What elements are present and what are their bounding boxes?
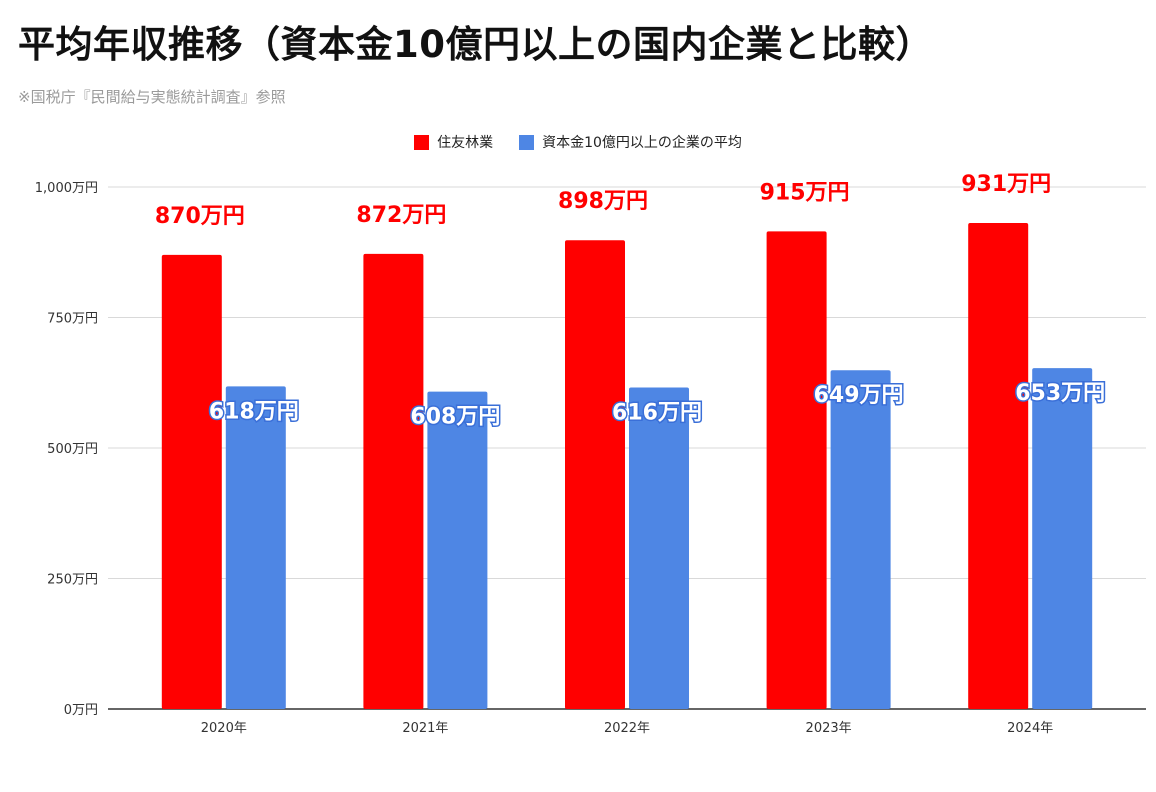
data-label-series1: 931万円 (961, 172, 1051, 197)
chart-title: 平均年収推移（資本金10億円以上の国内企業と比較） (18, 23, 933, 66)
data-label-series1: 898万円 (558, 189, 648, 214)
bar-series2 (225, 386, 286, 709)
chart-source-note: ※国税庁『民間給与実態統計調査』参照 (18, 88, 286, 106)
legend-swatch-series2 (519, 134, 535, 150)
y-tick-label: 750万円 (47, 312, 98, 327)
data-label-series2: 618万円 (209, 399, 299, 424)
data-label-series1: 872万円 (356, 203, 446, 228)
bar-series2 (629, 387, 689, 709)
data-label-series2: 616万円 (612, 400, 702, 425)
bar-series1 (766, 231, 827, 709)
bar-series2 (427, 391, 488, 709)
y-tick-label: 1,000万円 (35, 181, 98, 196)
data-label-series1: 915万円 (760, 180, 850, 205)
legend-item-series2: 資本金10億円以上の企業の平均 (519, 132, 742, 152)
bar-series1 (565, 240, 625, 709)
chart-legend: 住友林業 資本金10億円以上の企業の平均 (0, 132, 1156, 152)
y-tick-label: 500万円 (47, 442, 98, 457)
x-tick-label: 2021年 (402, 721, 448, 736)
y-tick-label: 250万円 (47, 573, 98, 588)
legend-label-series2: 資本金10億円以上の企業の平均 (542, 135, 742, 151)
bar-series1 (968, 223, 1029, 709)
data-label-series1: 870万円 (155, 204, 245, 229)
legend-item-series1: 住友林業 (414, 132, 493, 152)
bar-series1 (161, 254, 222, 710)
bar-series2 (830, 370, 891, 709)
legend-label-series1: 住友林業 (437, 135, 494, 151)
bar-series2 (1032, 368, 1093, 709)
legend-swatch-series1 (414, 134, 430, 150)
data-label-series2: 608万円 (410, 405, 500, 430)
bar-series1 (363, 253, 424, 710)
data-label-series2: 649万円 (814, 383, 904, 408)
y-tick-label: 0万円 (64, 703, 98, 718)
x-tick-label: 2023年 (806, 721, 852, 736)
x-tick-label: 2020年 (201, 721, 247, 736)
x-tick-label: 2024年 (1007, 721, 1053, 736)
x-tick-label: 2022年 (604, 721, 650, 736)
data-label-series2: 653万円 (1015, 381, 1105, 406)
